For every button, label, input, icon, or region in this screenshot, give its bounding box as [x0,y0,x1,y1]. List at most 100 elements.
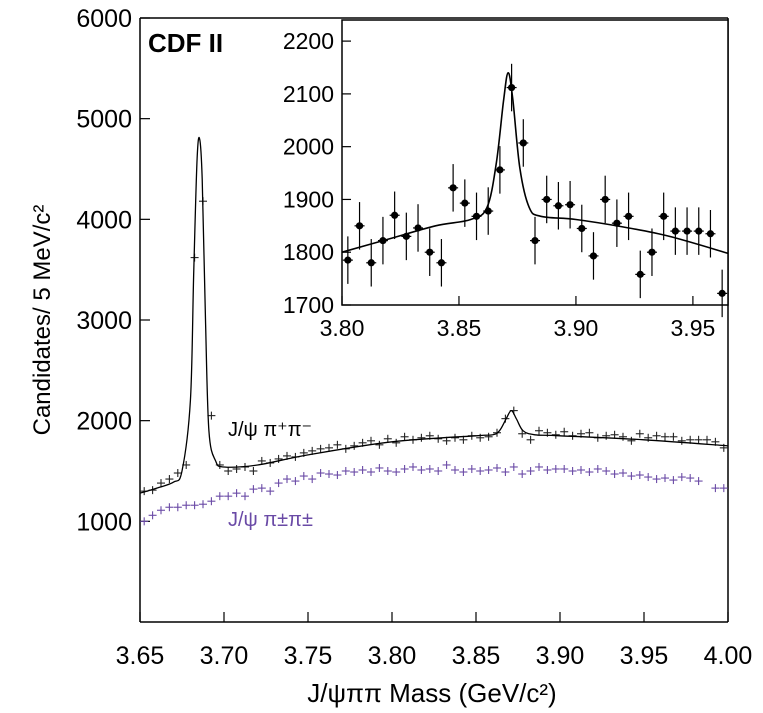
inset-data-point [354,202,365,250]
main-y-tick-label: 4000 [76,206,132,234]
inset-data-point [717,269,728,318]
inset-data-point [541,175,552,224]
data-point [669,476,678,485]
inset-data-point [693,207,704,255]
y-axis-label: Candidates/ 5 MeV/c² [29,205,56,436]
inset-y-ticks: 1700 1800 1900 2000 2100 2200 [283,28,351,318]
data-point [560,464,569,473]
data-point [451,465,459,474]
data-point [383,467,392,475]
main-x-tick-label: 3.90 [536,642,585,670]
data-point [190,501,199,510]
data-point [207,497,216,506]
main-y-ticks: 1000 2000 3000 4000 5000 6000 [76,5,150,536]
data-point [400,432,409,441]
inset-fit-curve [341,71,729,255]
data-point [627,436,636,445]
data-point [493,463,501,472]
main-x-tick-label: 3.75 [284,642,333,670]
inset-data-point [600,175,611,224]
data-point [333,440,342,449]
data-point [711,484,720,493]
data-point [661,432,669,441]
main-x-tick-label: 4.00 [704,642,753,670]
data-point [215,492,224,501]
data-point [526,435,535,444]
data-point [241,492,249,501]
main-x-tick-label: 3.70 [200,642,249,670]
data-point [274,454,283,463]
data-point [257,456,266,465]
data-point [316,444,325,453]
main-x-tick-label: 3.65 [116,642,165,670]
data-point [518,470,527,479]
data-point [283,475,291,484]
data-point [551,430,560,439]
data-point [526,467,535,475]
data-point [358,465,367,474]
x-axis-label: J/ψππ Mass (GeV/c²) [307,678,556,708]
data-point [291,477,300,486]
data-point [165,475,174,484]
data-point [535,462,543,471]
data-point [459,468,468,477]
main-fit-curve [139,136,729,494]
data-point [694,435,703,444]
data-point [442,460,451,469]
data-point [173,503,182,512]
data-point [635,429,644,438]
inset-data-point [448,164,459,212]
data-point [266,487,275,496]
inset-data-point [459,179,470,227]
data-point [392,468,401,477]
data-point [467,464,476,473]
data-point [635,471,644,480]
data-point [199,500,207,509]
opposite-sign-points [140,197,728,496]
inset-data-point [342,236,353,284]
data-point [568,467,577,475]
data-point [367,436,375,445]
data-point [619,469,627,478]
inset-y-tick-label: 2100 [283,81,334,107]
inset-data-point [635,250,646,299]
data-point [392,438,401,447]
inset-y-tick-label: 1700 [283,292,334,318]
inset-y-tick-label: 2000 [283,134,334,160]
data-point [434,467,443,475]
data-point [316,469,325,478]
data-point [383,434,392,443]
inset-y-tick-label: 1900 [283,186,334,212]
data-point [551,464,560,473]
annotation-same-sign: J/ψ π±π± [228,509,313,531]
inset-points [342,63,728,318]
data-point [333,471,342,480]
data-point [501,468,510,477]
inset-y-tick-label: 2200 [283,28,334,54]
same-sign-points [140,460,728,526]
data-point [350,468,359,477]
inset-data-point [646,228,657,276]
main-x-tick-label: 3.85 [452,642,501,670]
data-point [157,479,165,488]
main-y-tick-label: 5000 [76,106,132,134]
inset-data-point [366,239,377,287]
inset-data-point [658,192,669,241]
inset-x-tick-label: 3.95 [671,315,716,341]
data-point [535,426,543,435]
inset-data-point [518,119,529,167]
data-point [325,443,333,452]
data-point [602,467,611,475]
data-point [274,479,283,488]
main-x-tick-label: 3.80 [368,642,417,670]
data-point [224,467,233,475]
data-point [677,436,686,445]
inset-y-tick-label: 1800 [283,239,334,265]
data-point [686,474,695,483]
data-point [299,472,308,481]
inset-data-point [705,210,716,258]
data-point [325,470,333,479]
chart-title: CDF II [148,28,223,58]
data-point [148,511,157,520]
data-point [610,470,619,479]
